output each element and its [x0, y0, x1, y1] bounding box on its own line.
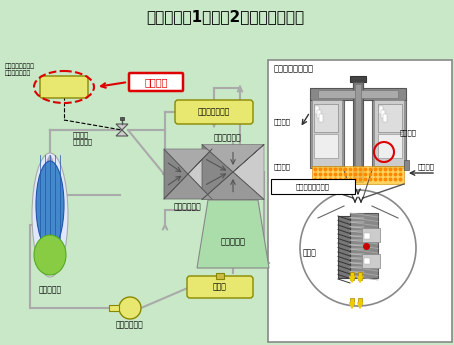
- Bar: [317, 110, 321, 118]
- Text: 油の供給: 油の供給: [418, 164, 435, 170]
- Bar: [378, 134, 402, 158]
- FancyBboxPatch shape: [187, 276, 253, 298]
- Bar: [358, 298, 362, 304]
- Bar: [312, 100, 342, 166]
- Ellipse shape: [34, 235, 66, 275]
- Bar: [381, 110, 385, 118]
- Text: 油の排出: 油の排出: [274, 119, 291, 125]
- Bar: [404, 160, 409, 170]
- Polygon shape: [116, 130, 128, 136]
- Bar: [355, 84, 361, 180]
- Text: 蒸気発生器: 蒸気発生器: [39, 286, 62, 295]
- Bar: [353, 82, 363, 182]
- Text: カップ弁: カップ弁: [274, 164, 291, 170]
- Ellipse shape: [36, 161, 64, 249]
- Bar: [350, 213, 378, 278]
- Bar: [314, 134, 338, 158]
- Text: タービン
蒸気加減弁: タービン 蒸気加減弁: [73, 131, 93, 145]
- Circle shape: [119, 297, 141, 319]
- Bar: [315, 106, 319, 114]
- Bar: [364, 258, 370, 264]
- Bar: [310, 98, 344, 168]
- FancyBboxPatch shape: [271, 179, 355, 194]
- Circle shape: [300, 190, 416, 306]
- Polygon shape: [202, 172, 264, 199]
- Text: 低圧タービン: 低圧タービン: [214, 133, 242, 142]
- Bar: [350, 272, 354, 280]
- Bar: [358, 272, 362, 280]
- Bar: [314, 104, 338, 132]
- Polygon shape: [164, 149, 212, 174]
- Bar: [338, 216, 350, 278]
- Text: 伊方発電所1号機　2次系系統概略図: 伊方発電所1号機 2次系系統概略図: [146, 10, 304, 24]
- Text: 油ガス: 油ガス: [303, 248, 317, 257]
- Polygon shape: [197, 200, 269, 268]
- Bar: [374, 100, 404, 166]
- Bar: [379, 106, 383, 114]
- Bar: [319, 114, 323, 122]
- Polygon shape: [164, 149, 188, 199]
- Text: 復　水　器: 復 水 器: [221, 237, 246, 246]
- Bar: [268, 60, 452, 342]
- Bar: [109, 305, 119, 311]
- Polygon shape: [188, 149, 212, 199]
- Text: 負荷制限器油系統: 負荷制限器油系統: [296, 184, 330, 190]
- FancyBboxPatch shape: [129, 73, 183, 91]
- Bar: [310, 88, 406, 100]
- Polygon shape: [202, 145, 233, 199]
- Text: 湿分分離加熱器: 湿分分離加熱器: [198, 108, 230, 117]
- FancyBboxPatch shape: [40, 76, 88, 98]
- Bar: [372, 98, 406, 168]
- Bar: [216, 273, 224, 279]
- Bar: [364, 233, 370, 239]
- Polygon shape: [233, 145, 264, 199]
- Bar: [318, 90, 398, 98]
- Text: 高圧タービン: 高圧タービン: [174, 203, 202, 211]
- Polygon shape: [164, 174, 212, 199]
- Bar: [383, 114, 387, 122]
- Bar: [362, 254, 380, 268]
- Bar: [362, 228, 380, 242]
- Bar: [120, 117, 124, 120]
- Text: 負荷制限器断面図: 負荷制限器断面図: [274, 65, 314, 73]
- Bar: [353, 82, 363, 90]
- Bar: [350, 298, 354, 304]
- Text: 主給水ポンプ: 主給水ポンプ: [116, 321, 144, 329]
- Ellipse shape: [32, 153, 68, 277]
- Text: 当該箇所: 当該箇所: [144, 77, 168, 87]
- Text: ピストン: ピストン: [400, 130, 417, 136]
- Bar: [378, 104, 402, 132]
- FancyBboxPatch shape: [175, 100, 253, 124]
- Text: 脱気器: 脱気器: [213, 283, 227, 292]
- Text: タービン調速装置
（負荷制限器）: タービン調速装置 （負荷制限器）: [5, 64, 35, 76]
- Bar: [350, 76, 366, 82]
- Bar: [312, 166, 404, 184]
- Polygon shape: [116, 124, 128, 130]
- Polygon shape: [202, 145, 264, 172]
